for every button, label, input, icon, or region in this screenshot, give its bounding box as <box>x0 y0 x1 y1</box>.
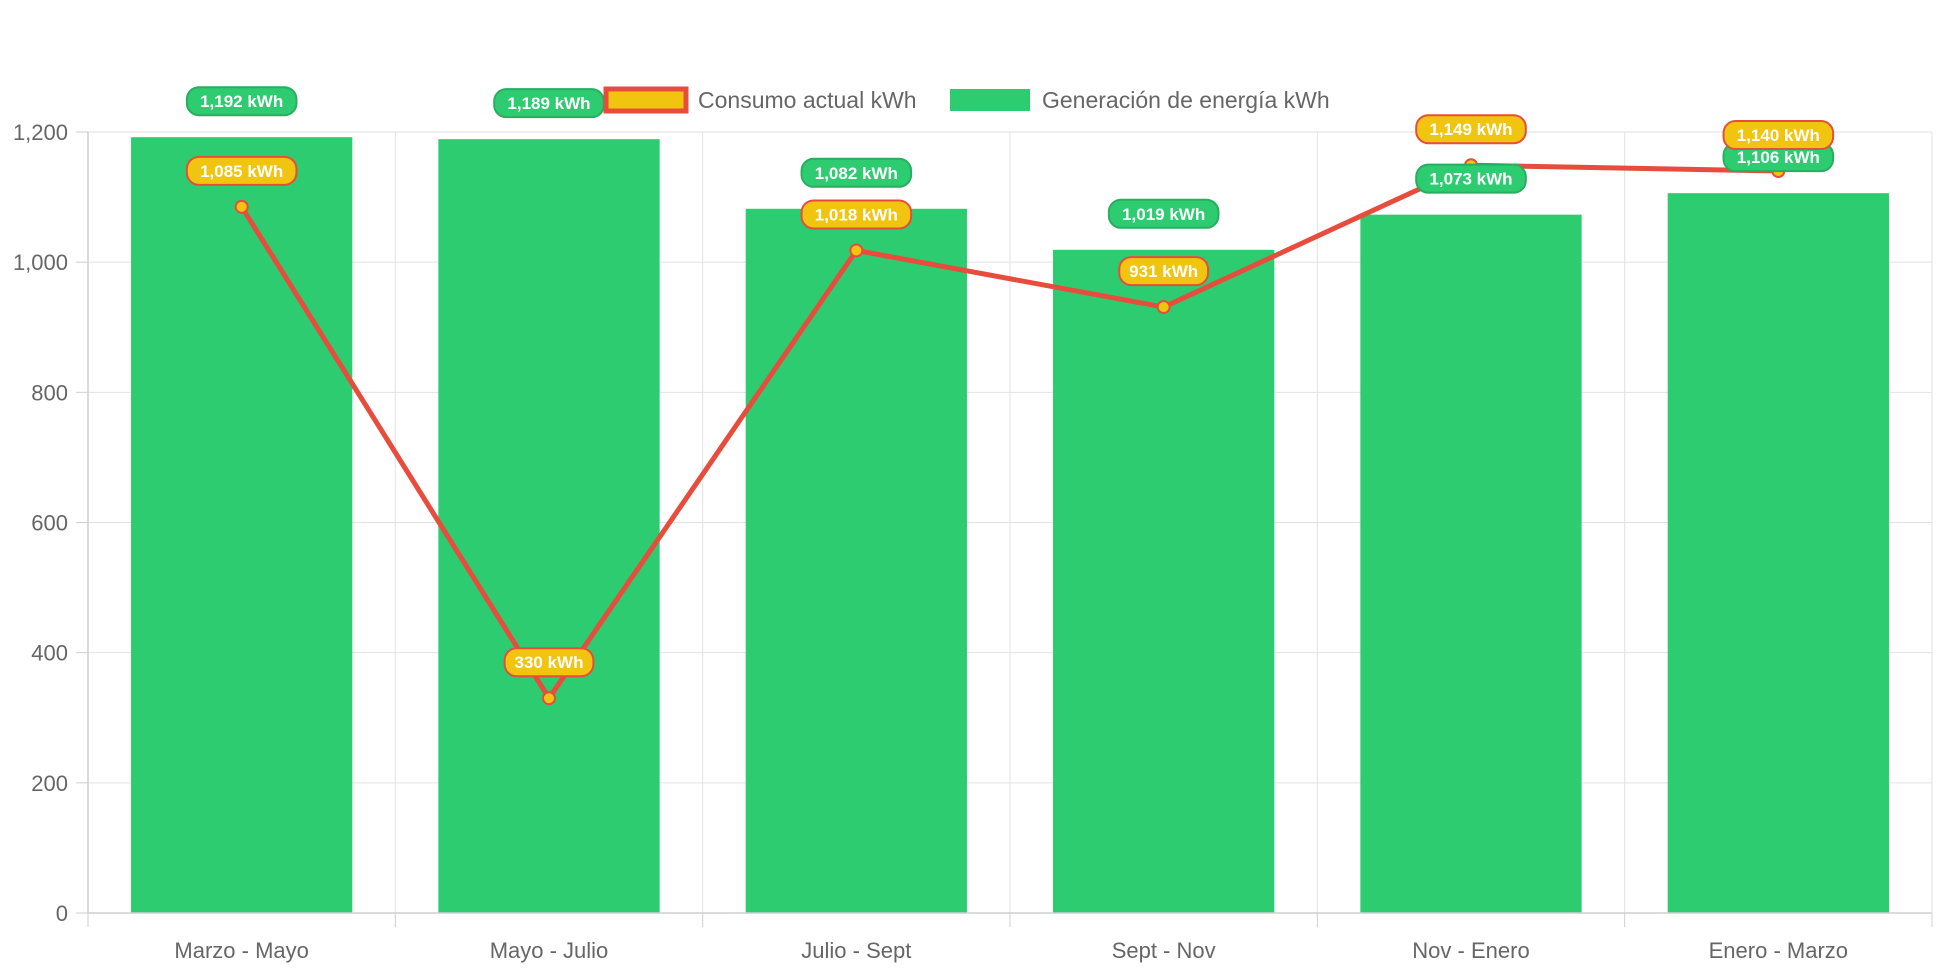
y-tick-label: 800 <box>31 380 68 405</box>
line-data-label: 1,085 kWh <box>185 155 298 186</box>
line-data-label: 1,149 kWh <box>1415 114 1527 145</box>
bar[interactable] <box>1360 214 1582 914</box>
line-data-label-bg <box>185 155 298 186</box>
x-tick-label: Marzo - Mayo <box>174 938 308 963</box>
bar-data-label-text: 1,073 kWh <box>1429 170 1512 189</box>
legend-item-consumo[interactable]: Consumo actual kWh <box>603 86 917 114</box>
y-tick-label: 1,000 <box>13 250 68 275</box>
x-tick-label: Julio - Sept <box>801 938 911 963</box>
y-tick-label: 0 <box>56 901 68 926</box>
line-data-label: 330 kWh <box>503 647 595 678</box>
legend[interactable]: Consumo actual kWh Generación de energía … <box>603 86 1330 114</box>
bar-data-label-text: 1,082 kWh <box>815 164 898 183</box>
line-data-label: 1,140 kWh <box>1722 120 1835 151</box>
bar-data-label-text: 1,189 kWh <box>507 94 590 113</box>
y-tick-label: 200 <box>31 771 68 796</box>
x-tick-label: Enero - Marzo <box>1709 938 1848 963</box>
x-tick-label: Sept - Nov <box>1112 938 1216 963</box>
bar-data-label-bg <box>1107 198 1220 229</box>
bar[interactable] <box>438 139 660 913</box>
y-tick-label: 400 <box>31 641 68 666</box>
line-data-label-text: 1,018 kWh <box>815 205 898 224</box>
line-data-label-text: 330 kWh <box>515 653 584 672</box>
legend-label: Generación de energía kWh <box>1042 87 1330 113</box>
line-data-label-bg <box>1722 120 1835 151</box>
bar-data-label: 1,082 kWh <box>800 157 913 188</box>
line-point[interactable] <box>234 199 249 214</box>
line-data-label-text: 1,149 kWh <box>1429 120 1512 139</box>
bar-data-label-bg <box>800 157 913 188</box>
bar-data-label-text: 1,019 kWh <box>1122 205 1205 224</box>
axes: 0 200 400 600 800 1,000 1,200 Marzo - Mayo Mayo … <box>13 120 1933 963</box>
bars <box>131 137 1889 914</box>
bar[interactable] <box>745 208 967 913</box>
line-data-label-bg <box>1415 114 1527 145</box>
legend-swatch <box>603 86 689 114</box>
bar-data-label-text: 1,192 kWh <box>200 92 283 111</box>
line-data-label-bg <box>503 647 595 678</box>
x-tick-label: Mayo - Julio <box>490 938 609 963</box>
legend-label: Consumo actual kWh <box>698 87 917 113</box>
bar-data-label-bg <box>1415 163 1527 194</box>
series-line <box>239 162 1779 701</box>
bar-data-label: 1,019 kWh <box>1107 198 1220 229</box>
line-data-label-bg <box>1118 256 1210 287</box>
bar[interactable] <box>1667 193 1889 913</box>
bar-data-label: 1,189 kWh <box>493 88 605 119</box>
bar-data-label: 1,192 kWh <box>185 86 298 117</box>
line-point[interactable] <box>1156 300 1171 315</box>
grid <box>87 131 1933 914</box>
line-data-label-text: 931 kWh <box>1129 262 1198 281</box>
line-data-label-text: 1,085 kWh <box>200 162 283 181</box>
legend-item-generacion[interactable]: Generación de energía kWh <box>950 87 1330 113</box>
line-data-label-text: 1,140 kWh <box>1737 126 1820 145</box>
line-data-label: 1,018 kWh <box>800 199 913 230</box>
y-tick-label: 600 <box>31 511 68 536</box>
x-tick-label: Nov - Enero <box>1412 938 1529 963</box>
line-data-label-bg <box>800 199 913 230</box>
y-tick-label: 1,200 <box>13 120 68 145</box>
bar-data-label-text: 1,106 kWh <box>1737 148 1820 167</box>
bar-data-label: 1,073 kWh <box>1415 163 1527 194</box>
line-data-label: 931 kWh <box>1118 256 1210 287</box>
bar-data-label-bg <box>185 86 298 117</box>
bar[interactable] <box>131 137 353 913</box>
data-labels: 1,192 kWh 1,189 kWh 1,082 kWh 1,019 kWh 1,07… <box>185 86 1835 678</box>
legend-swatch <box>950 89 1030 111</box>
line-point[interactable] <box>849 243 864 258</box>
line-point[interactable] <box>542 691 556 706</box>
bar[interactable] <box>1053 249 1275 913</box>
